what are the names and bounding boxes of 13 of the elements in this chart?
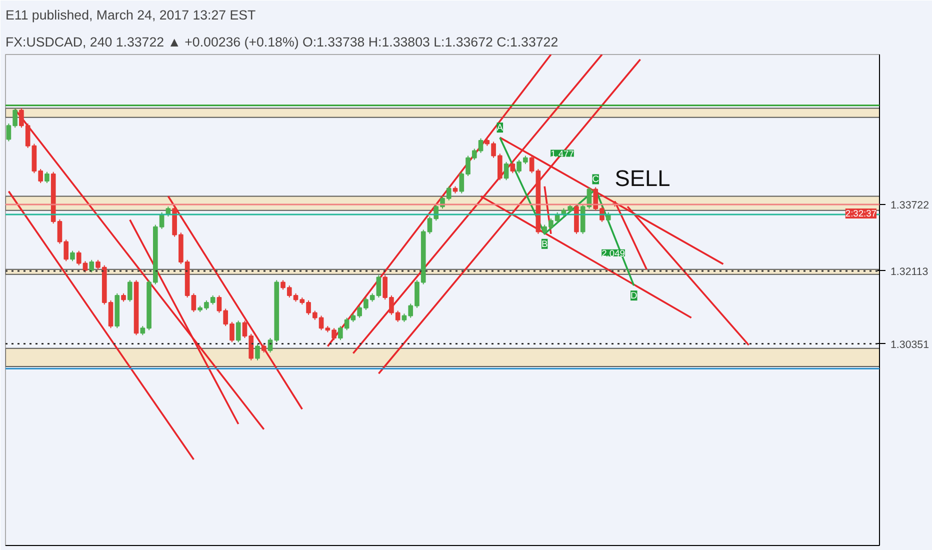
- annotation: 1.477: [550, 148, 574, 159]
- chart-subtitle: FX:USDCAD, 240 1.33722 ▲ +0.00236 (+0.18%) O:1.33738 H:1.33803 L:1.33672 C:1.33722: [6, 34, 558, 50]
- data-label: B: [541, 238, 548, 249]
- annotation: 2.049: [602, 248, 625, 258]
- data-label: A: [496, 122, 504, 133]
- y-tick-label: 1.32113: [890, 266, 928, 278]
- y-tick-label: 1.30351: [890, 338, 930, 351]
- annotation: 2:32:37: [845, 208, 876, 219]
- annotation: SELL: [614, 165, 670, 192]
- data-label: C: [592, 174, 600, 184]
- chart-title: E11 published, March 24, 2017 13:27 EST: [6, 8, 256, 22]
- data-label: D: [630, 290, 638, 301]
- y-tick-label: 1.33722: [890, 199, 930, 212]
